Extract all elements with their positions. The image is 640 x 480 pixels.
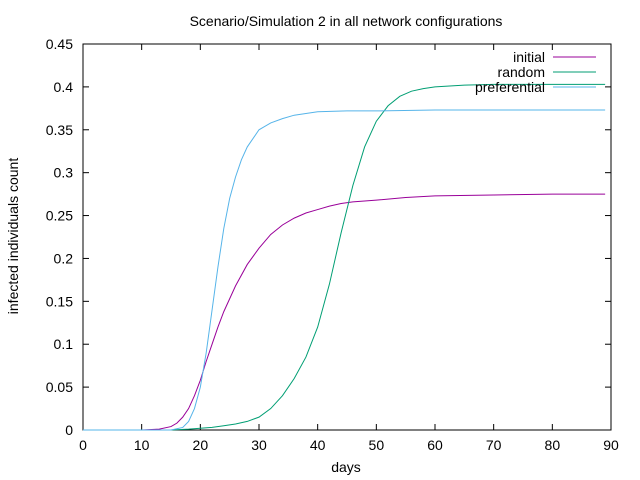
y-tick-label: 0.1 [54,336,74,352]
y-tick-label: 0.45 [46,36,73,52]
legend-label-initial: initial [513,49,545,65]
plot-frame [82,43,612,431]
x-axis-label: days [331,459,361,475]
x-tick-label: 0 [79,437,87,453]
plot-area: 0 10 20 30 40 50 60 70 80 90 0 0.05 0.1 0.15 0.2 0.25 0.… [46,36,619,453]
legend-label-preferential: preferential [475,79,545,95]
y-axis-label: infected individuals count [5,158,21,315]
series-line-initial [83,193,606,431]
series-line-preferential [83,109,606,431]
y-tick-label: 0.4 [54,79,74,95]
y-tick-label: 0.05 [46,379,73,395]
y-tick-label: 0.35 [46,122,73,138]
x-tick-label: 60 [427,437,443,453]
x-tick-label: 10 [134,437,150,453]
x-tick-label: 70 [486,437,502,453]
y-tick-label: 0.15 [46,293,73,309]
legend-label-random: random [498,64,545,80]
y-tick-label: 0.3 [54,165,74,181]
y-tick-label: 0.25 [46,208,73,224]
x-tick-label: 90 [603,437,619,453]
x-tick-label: 20 [193,437,209,453]
y-tick-label: 0.2 [54,250,74,266]
chart-title: Scenario/Simulation 2 in all network con… [190,13,503,29]
x-tick-label: 30 [251,437,267,453]
x-tick-label: 80 [545,437,561,453]
y-tick-label: 0 [65,422,73,438]
x-tick-label: 50 [369,437,385,453]
series-line-random [83,83,606,431]
x-tick-label: 40 [310,437,326,453]
